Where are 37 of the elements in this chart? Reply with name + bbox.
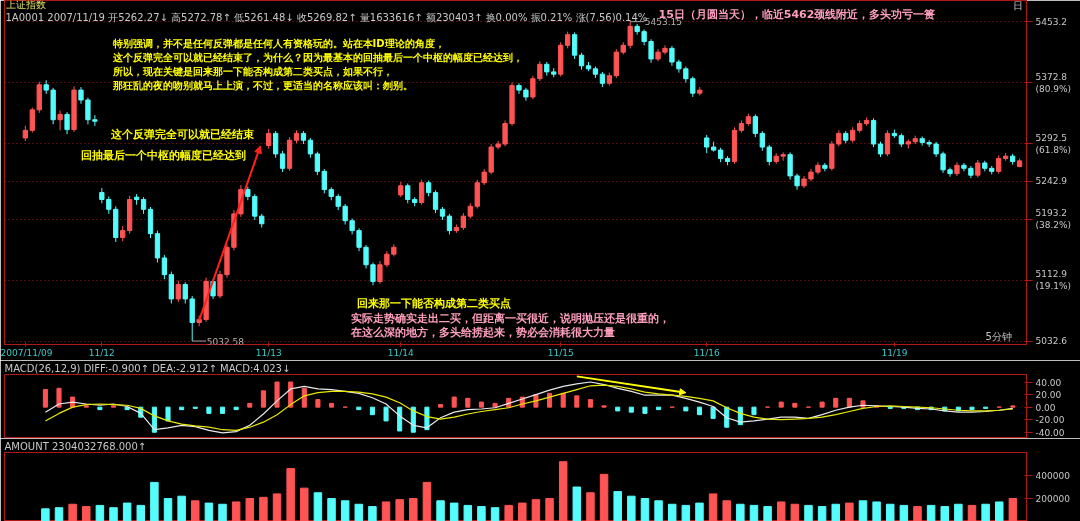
annotation: 日 — [1012, 0, 1023, 11]
annotation: 在这么深的地方，多头给捞起来，势必会消耗很大力量 — [349, 326, 615, 339]
y-tick-label: 0.00 — [1035, 402, 1056, 413]
x-tick-label: 11/19 — [881, 347, 908, 358]
y-tick-label: -40.00 — [1035, 427, 1065, 438]
annotation: 特别强调，并不是任何反弹都是任何人有资格玩的。站在本ID理论的角度， — [111, 38, 445, 49]
annotation: 5分钟 — [985, 331, 1012, 342]
annotation: 所以，现在关键是回来那一下能否构成第二类买点，如果不行， — [111, 66, 393, 77]
x-tick-label: 2007/11/09 — [0, 347, 53, 358]
annotation: 这个反弹完全可以就已经结束了，为什么？因为最基本的回抽最后一个中枢的幅度已经达到， — [111, 52, 523, 63]
y-tick-label: 20.00 — [1035, 390, 1062, 401]
x-tick-label: 11/14 — [387, 347, 415, 358]
y-tick-label: 5112.9 (19.1%) — [1035, 269, 1072, 292]
y-tick-label: 5292.5 (61.8%) — [1035, 132, 1072, 155]
x-tick-label: 11/16 — [693, 347, 720, 358]
annotation: 这个反弹完全可以就已经结束 — [109, 128, 254, 141]
annotation: 回来那一下能否构成第二类买点 — [356, 297, 511, 310]
chart-title: 上证指数 — [5, 0, 46, 10]
y-tick-label: 5032.6 — [1035, 336, 1068, 347]
y-tick-label: 5372.8 (80.9%) — [1035, 71, 1072, 94]
y-tick-label: 5193.2 (38.2%) — [1035, 208, 1072, 231]
chart-title: AMOUNT 2304032768.000↑ — [4, 441, 147, 452]
annotation: 5032.58 — [206, 336, 245, 347]
y-tick-label: -20.00 — [1035, 415, 1065, 426]
y-tick-label: 40.00 — [1035, 377, 1062, 388]
y-tick-label: 400000 — [1035, 471, 1071, 481]
annotation: 那狂乱的夜的吻别就马上上演，不过，更适当的名称应该叫：刎别。 — [111, 80, 413, 91]
x-tick-label: 11/13 — [255, 347, 282, 358]
annotation: 回抽最后一个中枢的幅度已经达到 — [80, 149, 246, 162]
x-tick-label: 11/12 — [88, 347, 115, 358]
chart-title: MACD(26,12,9) DIFF:-0.900↑ DEA:-2.912↑ MACD:4.023↓ — [4, 363, 291, 374]
x-tick-label: 11/15 — [547, 347, 574, 358]
annotation: 实际走势确实走出二买，但距离一买很近，说明抛压还是很重的， — [350, 312, 670, 325]
y-tick-label: 200000 — [1035, 494, 1071, 504]
y-tick-label: 5242.9 — [1035, 176, 1068, 187]
text: 1A0001 2007/11/19 开5262.27↓ 高5272.78↑ 低5261.48↓ 收5269.82↑ 量1633616↑ 额230403↑ 换0.00% 振0.21% 涨(7.56)0.14% — [5, 12, 648, 23]
y-tick-label: 5453.2 — [1035, 16, 1067, 27]
